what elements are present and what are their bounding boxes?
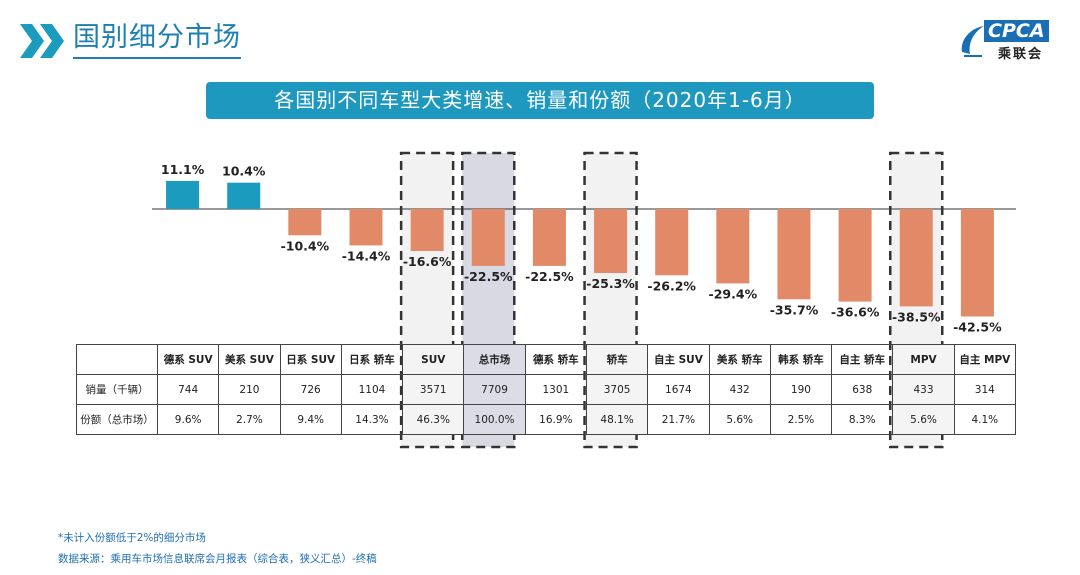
row-label [76, 344, 158, 375]
table-cell: 3705 [585, 374, 649, 405]
data-label: -36.6% [831, 305, 880, 320]
table-cell: 21.7% [647, 404, 710, 435]
column-header: 美系 SUV [218, 344, 281, 375]
bar [838, 209, 872, 302]
bar [960, 209, 994, 317]
data-label: -10.4% [281, 238, 330, 253]
data-label: -22.5% [525, 269, 574, 284]
column-header: 德系 SUV [156, 344, 220, 375]
bar [532, 209, 566, 266]
table-cell: 5.6% [708, 404, 771, 435]
table-header-row: 德系 SUV 美系 SUV 日系 SUV 日系 轿车 SUV 总市场 德系 轿车 轿车 自主 S… [76, 344, 1017, 375]
logo-subtext: 乘联会 [998, 47, 1044, 62]
logo-text: CPCA [984, 20, 1049, 42]
table-cell: 3571 [402, 374, 465, 405]
table-cell: 1301 [524, 374, 587, 405]
column-header: 自主 MPV [953, 344, 1017, 375]
footnote-note: *未计入份额低于2%的细分市场 [58, 532, 206, 544]
table-cell: 100.0% [463, 404, 526, 435]
bar [594, 209, 628, 274]
data-label: -22.5% [464, 269, 513, 284]
column-header: 轿车 [585, 344, 649, 375]
data-label: -38.5% [892, 309, 941, 324]
footnote-source: 数据来源：乘用车市场信息联席会月报表（综合表，狭义汇总）-终稿 [58, 553, 377, 565]
bar [655, 209, 689, 276]
table-cell: 2.5% [769, 404, 833, 435]
column-header: 日系 SUV [279, 344, 342, 375]
data-label: 10.4% [222, 164, 266, 179]
table-cell: 48.1% [585, 404, 649, 435]
bar [227, 182, 261, 209]
data-label: -35.7% [770, 302, 819, 317]
table-cell: 14.3% [340, 404, 404, 435]
table-cell: 638 [831, 374, 894, 405]
row-label: 份额（总市场） [76, 404, 158, 435]
bar [166, 180, 200, 209]
chevron-arrows-icon [20, 24, 64, 58]
bar [410, 209, 444, 251]
table-row-sales: 销量（千辆） 744 210 726 1104 3571 7709 1301 3705 1674 4… [76, 374, 1017, 405]
table-cell: 8.3% [831, 404, 894, 435]
table-cell: 314 [953, 374, 1017, 405]
table-cell: 432 [708, 374, 771, 405]
bar [716, 209, 750, 284]
table-cell: 46.3% [402, 404, 465, 435]
column-header: 日系 轿车 [340, 344, 404, 375]
bar [349, 209, 383, 246]
data-label: 11.1% [161, 162, 205, 177]
highlight-dashed-frame [583, 151, 638, 449]
bar [777, 209, 811, 300]
highlight-dashed-frame [461, 151, 516, 449]
table-cell: 1104 [340, 374, 404, 405]
column-header: MPV [892, 344, 955, 375]
table-cell: 2.7% [218, 404, 281, 435]
table-cell: 726 [279, 374, 342, 405]
data-label: -26.2% [647, 278, 696, 293]
bar [288, 209, 322, 236]
table-cell: 9.4% [279, 404, 342, 435]
table-cell: 433 [892, 374, 955, 405]
column-header: 美系 轿车 [708, 344, 771, 375]
table-cell: 5.6% [892, 404, 955, 435]
data-label: -14.4% [342, 248, 391, 263]
table-cell: 210 [218, 374, 281, 405]
column-header: 自主 轿车 [831, 344, 894, 375]
row-label: 销量（千辆） [76, 374, 158, 405]
table-row-share: 份额（总市场） 9.6% 2.7% 9.4% 14.3% 46.3% 100.0% 16.9%… [76, 404, 1017, 435]
cpca-swoosh-icon [961, 26, 984, 57]
cpca-logo: CPCA 乘联会 [958, 18, 1066, 64]
data-label: -16.6% [403, 254, 452, 269]
table-cell: 190 [769, 374, 833, 405]
table-cell: 7709 [463, 374, 526, 405]
bar [471, 209, 505, 266]
highlight-dashed-frame [399, 151, 455, 449]
page-title: 国别细分市场 [73, 21, 241, 59]
table-cell: 744 [156, 374, 220, 405]
data-label: -42.5% [953, 320, 1002, 335]
table-cell: 4.1% [953, 404, 1017, 435]
bar [899, 209, 933, 307]
data-table: 德系 SUV 美系 SUV 日系 SUV 日系 轿车 SUV 总市场 德系 轿车 轿车 自主 S… [76, 344, 1017, 435]
chart-title: 各国别不同车型大类增速、销量和份额（2020年1-6月） [206, 82, 874, 119]
highlight-dashed-frame [889, 151, 944, 449]
data-label: -25.3% [586, 276, 635, 291]
column-header: 韩系 轿车 [769, 344, 833, 375]
table-cell: 1674 [647, 374, 710, 405]
table-cell: 16.9% [524, 404, 587, 435]
table-cell: 9.6% [156, 404, 220, 435]
column-header: 德系 轿车 [524, 344, 587, 375]
data-label: -29.4% [709, 286, 758, 301]
column-header: SUV [402, 344, 465, 375]
column-header: 总市场 [463, 344, 526, 375]
column-header: 自主 SUV [647, 344, 710, 375]
